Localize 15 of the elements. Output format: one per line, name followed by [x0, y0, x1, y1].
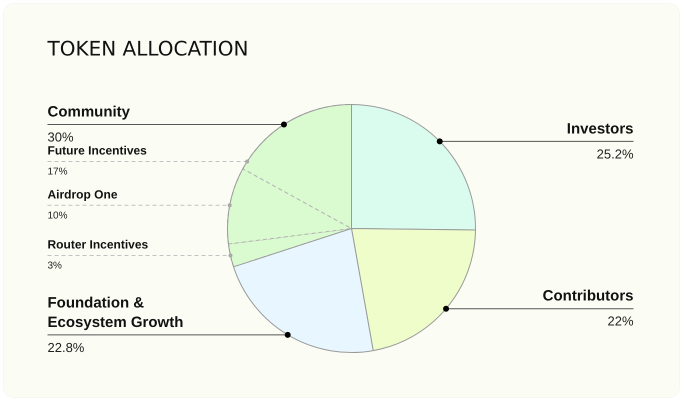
data-label: 22.8%	[48, 340, 85, 355]
data-label: 3%	[48, 260, 62, 272]
data-label: 25.2%	[596, 146, 634, 162]
slice-label: Contributors	[542, 288, 634, 305]
text: Community	[48, 104, 131, 120]
data-label: 10%	[48, 210, 68, 222]
text: 30%	[48, 130, 74, 144]
data-label: 17%	[48, 166, 68, 178]
slice-label: Airdrop One	[48, 187, 118, 202]
slice-label: Foundation & Ecosystem Growth	[48, 294, 184, 331]
chart-title: TOKEN ALLOCATION	[46, 36, 248, 60]
slice-label: Router Incentives	[48, 238, 149, 252]
slice-label: Future Incentives	[48, 144, 148, 158]
slice-label: Investors	[566, 120, 634, 138]
data-label: 22%	[607, 314, 634, 329]
